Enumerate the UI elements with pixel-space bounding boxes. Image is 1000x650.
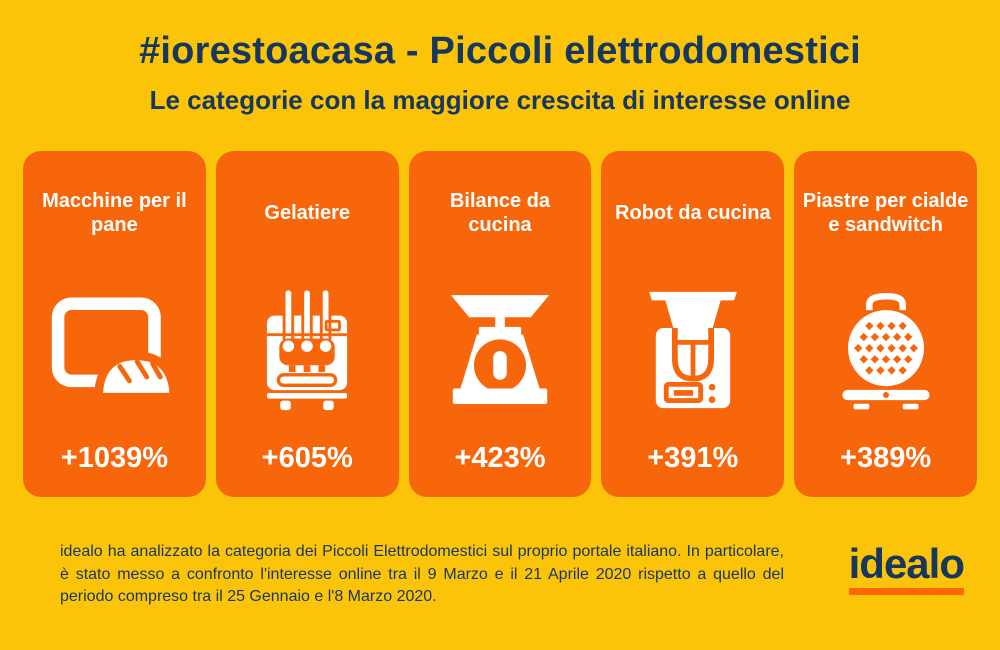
idealo-logo: idealo — [848, 540, 965, 595]
category-card-bilance: Bilance da cucina +423% — [408, 151, 592, 497]
growth-value: +605% — [261, 442, 353, 474]
ice-cream-machine-icon — [259, 257, 355, 442]
food-processor-icon — [645, 257, 741, 442]
growth-value: +423% — [454, 442, 546, 474]
logo-underline — [848, 588, 964, 595]
category-card-piastre: Piastre per cialde e sandwitch — [794, 151, 977, 497]
page-title: #iorestoacasa - Piccoli elettrodomestici — [139, 30, 861, 72]
category-card-gelatiere: Gelatiere — [215, 151, 399, 497]
card-title: Bilance da cucina — [449, 189, 551, 236]
growth-value: +1039% — [60, 442, 169, 474]
card-title: Piastre per cialde e sandwitch — [802, 189, 969, 236]
cards-row: Macchine per il pane +1039% Gelatiere — [0, 151, 1000, 497]
idealo-logo-text: idealo — [848, 540, 965, 587]
growth-value: +389% — [840, 442, 932, 474]
category-card-robot: Robot da cucina +391% — [601, 151, 785, 497]
bread-machine-icon — [50, 257, 179, 442]
waffle-maker-icon — [835, 257, 937, 442]
card-title: Macchine per il pane — [42, 189, 187, 236]
methodology-note: idealo ha analizzato la categoria dei Pi… — [60, 543, 784, 606]
category-card-macchine-pane: Macchine per il pane +1039% — [23, 151, 206, 497]
card-title: Gelatiere — [264, 201, 350, 224]
footer: idealo ha analizzato la categoria dei Pi… — [0, 541, 1000, 609]
page-subtitle: Le categorie con la maggiore crescita di… — [149, 85, 851, 115]
kitchen-scale-icon — [447, 257, 553, 442]
growth-value: +391% — [647, 442, 739, 474]
card-title: Robot da cucina — [615, 201, 771, 224]
